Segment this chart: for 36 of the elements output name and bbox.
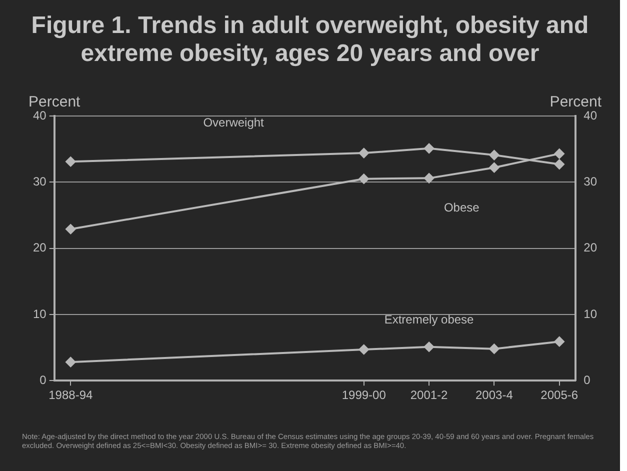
y-axis-title: Percent [28,94,82,111]
point [554,336,564,347]
series-label: Obese [444,200,480,214]
y2-tick-label: 0 [584,372,591,387]
text: Overweight [203,116,265,130]
x-tick-label: 2003-4 [476,388,514,402]
point [489,344,500,354]
y-tick-label: 30 [32,174,47,188]
y2-tick-label: 10 [584,306,598,321]
point [358,148,369,158]
y2-tick-label: 30 [584,174,598,188]
point [424,143,434,154]
y-tick-label: 40 [32,108,47,122]
x-tick-label: 1988-94 [48,388,93,402]
point [66,156,76,167]
point [554,159,564,170]
y-tick-label: 10 [32,306,47,321]
series-label: Extremely obese [384,312,474,327]
point [66,357,76,368]
y2-tick-label: 40 [584,108,598,122]
y-tick-label: 0 [40,372,47,387]
y-tick-label: 20 [32,240,47,255]
point [66,224,76,234]
point [424,342,434,352]
x-tick-label: 2001-2 [410,388,448,402]
point [489,162,500,173]
point [358,174,369,184]
chart-title: Figure 1. Trends in adult overweight, obesity and extreme obesity, ages 20 years and over [30,12,590,68]
x-tick-label: 2005-6 [540,388,578,402]
point [358,344,369,355]
point [489,150,500,160]
y2-tick-label: 20 [584,240,598,255]
point [424,173,434,184]
y2-axis-title: Percent [550,94,602,111]
x-tick-label: 1999-00 [342,388,386,402]
point [554,148,564,159]
